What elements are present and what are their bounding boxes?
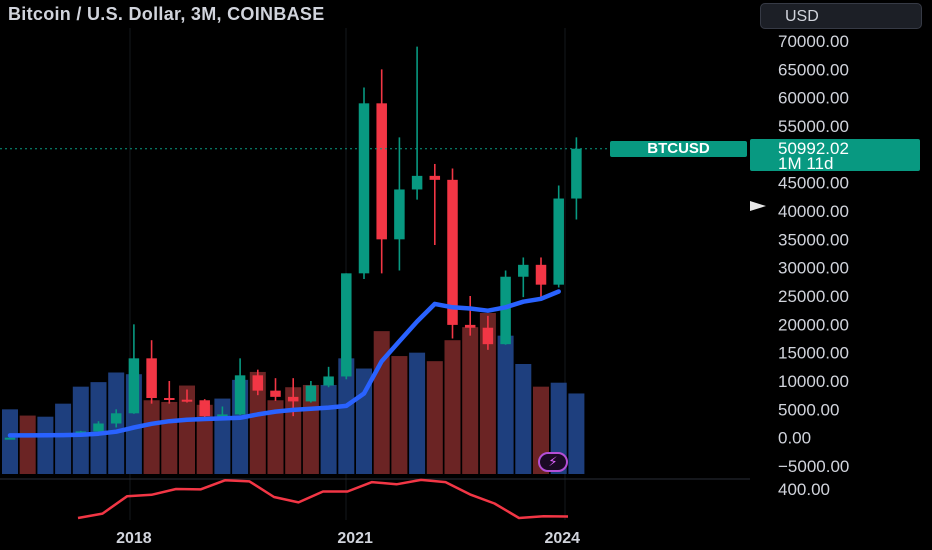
candle-body xyxy=(164,397,175,400)
lightning-icon[interactable]: ⚡︎ xyxy=(538,452,568,472)
y-tick-label: 0.00 xyxy=(778,429,811,448)
y-tick-label: 35000.00 xyxy=(778,230,849,249)
candle-body xyxy=(287,396,299,402)
candle-body xyxy=(305,385,317,402)
moving-average-line xyxy=(7,289,561,438)
candle-body xyxy=(500,276,511,345)
bar-countdown: 1M 11d xyxy=(778,154,834,173)
volume-bar xyxy=(426,361,443,474)
volume-bar xyxy=(320,384,337,474)
y-tick-label: 45000.00 xyxy=(778,174,849,193)
candle-body xyxy=(270,390,281,397)
volume-bar xyxy=(462,327,479,474)
volume-bar xyxy=(479,312,496,474)
candle-body xyxy=(93,423,104,432)
indicator-line xyxy=(77,478,569,520)
volume-bar xyxy=(19,415,36,474)
volume-bar xyxy=(267,400,284,474)
y-tick-label: 60000.00 xyxy=(778,89,849,108)
y-tick-label: 20000.00 xyxy=(778,315,849,334)
y-tick-label: 10000.00 xyxy=(778,372,849,391)
candle-body xyxy=(199,400,210,417)
y-tick-label: 70000.00 xyxy=(778,32,849,51)
chart-title: Bitcoin / U.S. Dollar, 3M, COINBASE xyxy=(8,4,325,24)
candle-body xyxy=(571,148,582,199)
candle-body xyxy=(128,358,140,414)
volume-bar xyxy=(55,403,72,474)
candle-body xyxy=(323,376,334,386)
y-tick-label: −5000.00 xyxy=(778,457,849,476)
candle-body xyxy=(535,264,547,285)
volume-bar xyxy=(497,335,514,474)
volume-bar xyxy=(2,409,18,474)
y-tick-label: 40000.00 xyxy=(778,202,849,221)
ticker-label: BTCUSD xyxy=(610,141,747,157)
volume-bar xyxy=(515,363,532,474)
x-tick-label: 2018 xyxy=(116,530,152,547)
x-tick-label: 2024 xyxy=(544,530,580,547)
candle-body xyxy=(341,273,352,377)
volume-bar xyxy=(409,352,426,474)
y-tick-label: 25000.00 xyxy=(778,287,849,306)
volume-bar xyxy=(338,358,355,474)
price-axis-arrow-icon xyxy=(750,201,766,211)
candle-body xyxy=(252,375,264,391)
volume-bar xyxy=(161,401,178,474)
volume-bar xyxy=(568,393,585,474)
volume-bar xyxy=(196,404,213,474)
candle-body xyxy=(358,103,370,274)
candle-body xyxy=(447,179,458,325)
candle-body xyxy=(429,175,441,180)
y-tick-label: 55000.00 xyxy=(778,117,849,136)
x-tick-label: 2021 xyxy=(337,530,373,547)
volume-bar xyxy=(391,356,408,474)
candle-body xyxy=(464,324,476,328)
volume-bar xyxy=(249,371,266,474)
candle-body xyxy=(394,189,405,240)
indicator-y-tick-label: 400.00 xyxy=(778,480,830,499)
candle-body xyxy=(518,264,529,277)
candle-body xyxy=(411,175,423,190)
candle-body xyxy=(553,198,564,285)
volume-bar xyxy=(37,416,54,474)
candle-body xyxy=(217,414,228,417)
candle-body xyxy=(376,103,387,240)
candle-body xyxy=(181,399,193,402)
y-tick-label: 65000.00 xyxy=(778,60,849,79)
candle-body xyxy=(110,413,122,424)
last-price-tag: 50992.02 1M 11d xyxy=(750,139,920,173)
candle-body xyxy=(482,327,494,345)
time-axis: 2018 2021 2024 xyxy=(116,530,580,547)
currency-button[interactable]: USD xyxy=(760,3,922,29)
y-tick-label: 15000.00 xyxy=(778,344,849,363)
volume-bar xyxy=(550,382,567,474)
volume-bar xyxy=(72,386,89,474)
price-axis: 70000.0065000.0060000.0055000.0050000.00… xyxy=(778,32,849,499)
volume-bar xyxy=(444,340,461,474)
last-price-value: 50992.02 xyxy=(778,139,849,158)
candle-body xyxy=(146,358,157,398)
candle-body xyxy=(4,437,16,440)
volume-bars xyxy=(2,312,585,474)
volume-bar xyxy=(143,400,160,474)
y-tick-label: 5000.00 xyxy=(778,400,839,419)
y-tick-label: 30000.00 xyxy=(778,259,849,278)
volume-bar xyxy=(179,385,195,474)
candle-body xyxy=(234,375,246,415)
